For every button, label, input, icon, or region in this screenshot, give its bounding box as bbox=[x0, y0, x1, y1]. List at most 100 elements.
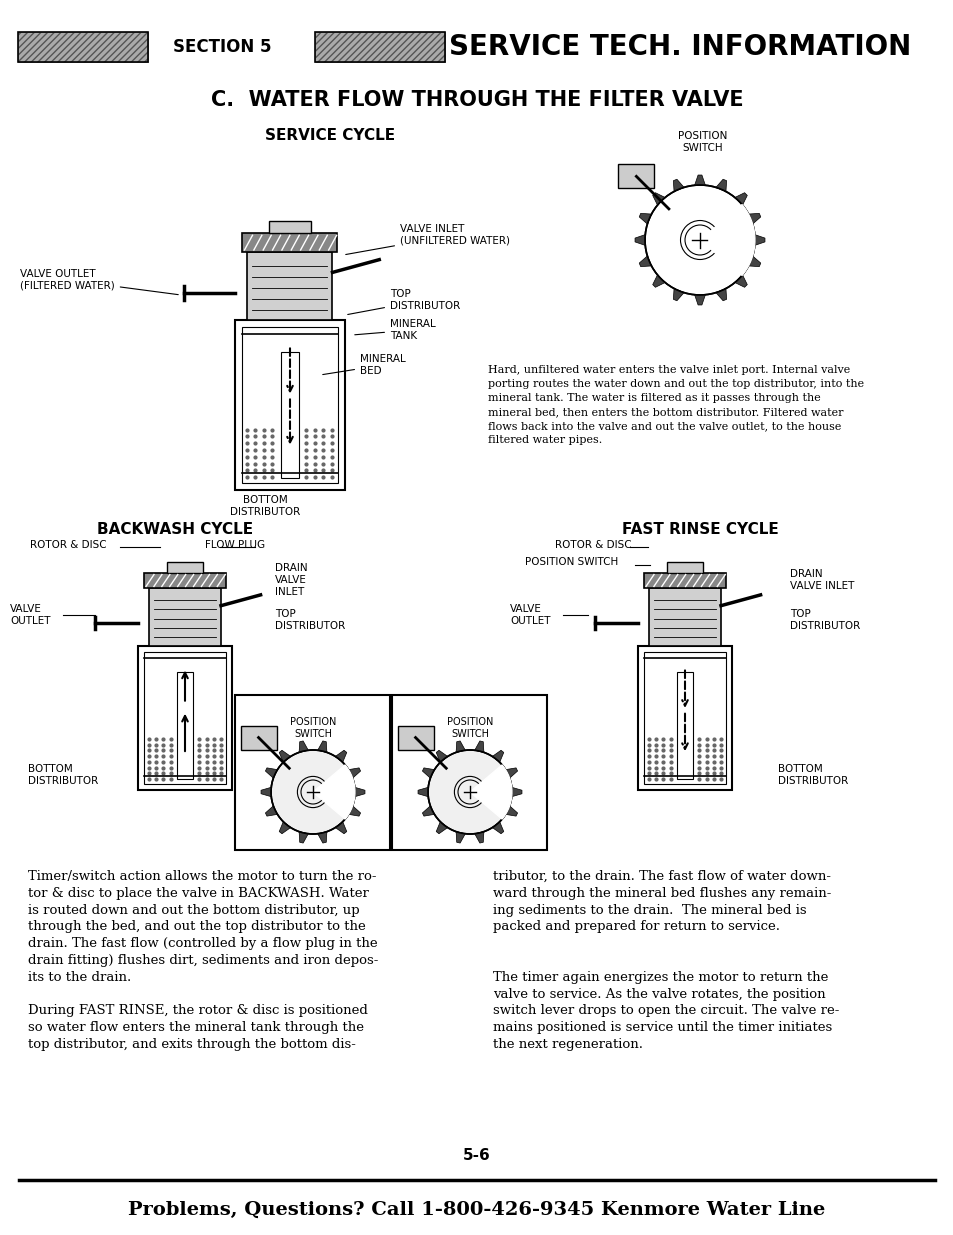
Text: BOTTOM
DISTRIBUTOR: BOTTOM DISTRIBUTOR bbox=[230, 495, 300, 516]
Bar bbox=[392, 695, 546, 850]
Text: TOP
DISTRIBUTOR: TOP DISTRIBUTOR bbox=[274, 609, 345, 631]
Polygon shape bbox=[635, 235, 644, 246]
Text: mineral bed, then enters the bottom distributor. Filtered water: mineral bed, then enters the bottom dist… bbox=[488, 408, 842, 417]
Polygon shape bbox=[734, 193, 746, 205]
Text: mains positioned is service until the timer initiates: mains positioned is service until the ti… bbox=[493, 1021, 831, 1034]
Bar bbox=[643, 652, 725, 784]
Text: During FAST RINSE, the rotor & disc is positioned: During FAST RINSE, the rotor & disc is p… bbox=[28, 1004, 368, 1018]
Text: 5-6: 5-6 bbox=[462, 1147, 491, 1162]
Polygon shape bbox=[639, 214, 651, 224]
Bar bbox=[666, 562, 702, 573]
Polygon shape bbox=[734, 275, 746, 288]
Text: POSITION
SWITCH: POSITION SWITCH bbox=[678, 131, 727, 153]
Polygon shape bbox=[348, 806, 360, 816]
Bar bbox=[240, 725, 276, 750]
Text: Hard, unfiltered water enters the valve inlet port. Internal valve: Hard, unfiltered water enters the valve … bbox=[488, 366, 849, 375]
Polygon shape bbox=[313, 764, 355, 819]
Text: mineral tank. The water is filtered as it passes through the: mineral tank. The water is filtered as i… bbox=[488, 393, 820, 403]
Bar bbox=[138, 646, 232, 790]
Polygon shape bbox=[436, 821, 447, 834]
Text: is routed down and out the bottom distributor, up: is routed down and out the bottom distri… bbox=[28, 904, 359, 916]
Polygon shape bbox=[748, 256, 760, 267]
Text: FAST RINSE CYCLE: FAST RINSE CYCLE bbox=[621, 522, 778, 537]
Text: FLOW PLUG: FLOW PLUG bbox=[205, 540, 265, 550]
Polygon shape bbox=[492, 821, 503, 834]
Bar bbox=[269, 221, 311, 233]
Polygon shape bbox=[694, 295, 704, 305]
Bar bbox=[618, 164, 654, 189]
Text: valve to service. As the valve rotates, the position: valve to service. As the valve rotates, … bbox=[493, 988, 824, 1000]
Text: MINERAL
TANK: MINERAL TANK bbox=[355, 319, 436, 341]
Polygon shape bbox=[335, 821, 346, 834]
Polygon shape bbox=[279, 751, 291, 762]
Polygon shape bbox=[317, 741, 327, 752]
Circle shape bbox=[428, 750, 512, 834]
Text: so water flow enters the mineral tank through the: so water flow enters the mineral tank th… bbox=[28, 1021, 364, 1034]
Text: switch lever drops to open the circuit. The valve re-: switch lever drops to open the circuit. … bbox=[493, 1004, 839, 1018]
Text: POSITION
SWITCH: POSITION SWITCH bbox=[446, 718, 493, 739]
Text: BOTTOM
DISTRIBUTOR: BOTTOM DISTRIBUTOR bbox=[28, 764, 98, 785]
Bar bbox=[177, 672, 193, 779]
Text: VALVE OUTLET
(FILTERED WATER): VALVE OUTLET (FILTERED WATER) bbox=[20, 269, 178, 295]
Text: through the bed, and out the top distributor to the: through the bed, and out the top distrib… bbox=[28, 920, 365, 934]
Text: flows back into the valve and out the valve outlet, to the house: flows back into the valve and out the va… bbox=[488, 421, 841, 431]
Text: VALVE
OUTLET: VALVE OUTLET bbox=[510, 604, 550, 626]
Text: filtered water pipes.: filtered water pipes. bbox=[488, 435, 601, 445]
Text: tor & disc to place the valve in BACKWASH. Water: tor & disc to place the valve in BACKWAS… bbox=[28, 887, 369, 900]
Text: POSITION
SWITCH: POSITION SWITCH bbox=[290, 718, 335, 739]
Bar bbox=[18, 32, 148, 62]
Text: porting routes the water down and out the top distributor, into the: porting routes the water down and out th… bbox=[488, 379, 863, 389]
Text: DRAIN
VALVE
INLET: DRAIN VALVE INLET bbox=[274, 563, 307, 597]
Bar bbox=[242, 233, 337, 252]
Text: packed and prepared for return to service.: packed and prepared for return to servic… bbox=[493, 920, 780, 934]
Polygon shape bbox=[511, 787, 521, 797]
Polygon shape bbox=[505, 806, 517, 816]
Bar bbox=[648, 588, 720, 646]
Text: VALVE
OUTLET: VALVE OUTLET bbox=[10, 604, 51, 626]
Bar bbox=[144, 573, 226, 588]
Bar bbox=[677, 672, 692, 779]
Text: MINERAL
BED: MINERAL BED bbox=[322, 354, 405, 375]
Text: the next regeneration.: the next regeneration. bbox=[493, 1037, 642, 1051]
Polygon shape bbox=[299, 741, 308, 752]
Bar bbox=[149, 588, 221, 646]
Polygon shape bbox=[673, 289, 683, 301]
Polygon shape bbox=[715, 179, 726, 191]
Polygon shape bbox=[456, 831, 465, 844]
Text: ROTOR & DISC: ROTOR & DISC bbox=[555, 540, 631, 550]
Polygon shape bbox=[422, 806, 434, 816]
Text: BACKWASH CYCLE: BACKWASH CYCLE bbox=[97, 522, 253, 537]
Text: SECTION 5: SECTION 5 bbox=[172, 38, 271, 56]
Bar bbox=[314, 32, 444, 62]
Text: Timer/switch action allows the motor to turn the ro-: Timer/switch action allows the motor to … bbox=[28, 869, 376, 883]
Text: BOTTOM
DISTRIBUTOR: BOTTOM DISTRIBUTOR bbox=[778, 764, 847, 785]
Circle shape bbox=[644, 185, 754, 295]
Polygon shape bbox=[748, 214, 760, 224]
Polygon shape bbox=[299, 831, 308, 844]
Text: C.  WATER FLOW THROUGH THE FILTER VALVE: C. WATER FLOW THROUGH THE FILTER VALVE bbox=[211, 90, 742, 110]
Polygon shape bbox=[639, 256, 651, 267]
Bar bbox=[234, 695, 390, 850]
Text: Problems, Questions? Call 1-800-426-9345 Kenmore Water Line: Problems, Questions? Call 1-800-426-9345… bbox=[129, 1200, 824, 1219]
Text: SERVICE TECH. INFORMATION: SERVICE TECH. INFORMATION bbox=[449, 33, 910, 61]
Polygon shape bbox=[715, 289, 726, 301]
Polygon shape bbox=[335, 751, 346, 762]
Polygon shape bbox=[652, 275, 664, 288]
Polygon shape bbox=[470, 764, 512, 819]
Polygon shape bbox=[652, 193, 664, 205]
Polygon shape bbox=[492, 751, 503, 762]
Polygon shape bbox=[265, 806, 277, 816]
Text: ward through the mineral bed flushes any remain-: ward through the mineral bed flushes any… bbox=[493, 887, 830, 900]
Polygon shape bbox=[279, 821, 291, 834]
Text: DRAIN
VALVE INLET: DRAIN VALVE INLET bbox=[789, 569, 854, 590]
Bar bbox=[397, 725, 433, 750]
Text: The timer again energizes the motor to return the: The timer again energizes the motor to r… bbox=[493, 971, 827, 984]
Bar bbox=[18, 32, 148, 62]
Polygon shape bbox=[261, 787, 271, 797]
Text: drain. The fast flow (controlled by a flow plug in the: drain. The fast flow (controlled by a fl… bbox=[28, 937, 377, 950]
Text: VALVE INLET
(UNFILTERED WATER): VALVE INLET (UNFILTERED WATER) bbox=[345, 225, 510, 254]
Bar bbox=[314, 32, 444, 62]
Polygon shape bbox=[422, 768, 434, 778]
Text: drain fitting) flushes dirt, sediments and iron depos-: drain fitting) flushes dirt, sediments a… bbox=[28, 953, 378, 967]
Text: POSITION SWITCH: POSITION SWITCH bbox=[524, 557, 618, 567]
